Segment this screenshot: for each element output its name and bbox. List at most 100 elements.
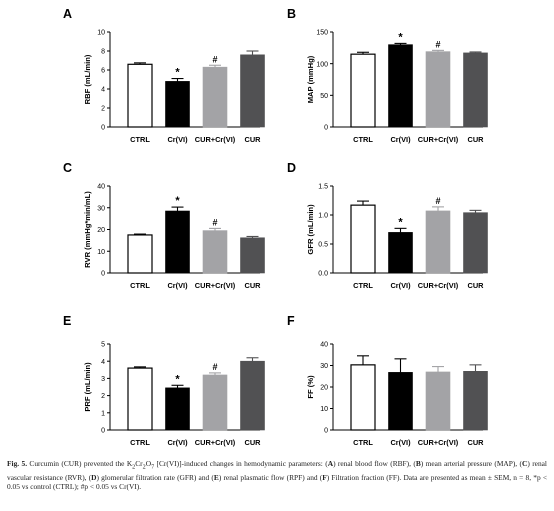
caption-item-text: renal blood flow (RBF),: [335, 459, 414, 468]
caption-item-text: renal vascular resistance (RVR),: [7, 459, 547, 482]
panel-label: D: [287, 161, 296, 175]
y-tick-label: 0.0: [318, 271, 328, 278]
bar: [127, 234, 153, 274]
caption-item-text: glomerular filtration rate (GFR) and: [98, 472, 212, 482]
caption-sub-3: 7: [151, 464, 155, 471]
category-label: CUR+Cr(VI): [195, 135, 236, 144]
y-tick-label: 3: [101, 376, 105, 383]
category-label: CUR+Cr(VI): [418, 438, 459, 447]
bar: [463, 371, 488, 431]
category-label: CUR: [467, 281, 484, 290]
y-tick-label: 40: [97, 184, 105, 191]
bar: [240, 360, 265, 431]
caption-sub-2: 2: [142, 464, 146, 471]
y-tick-label: 1.0: [318, 213, 328, 220]
panel-label: C: [63, 161, 72, 175]
caption-item-letter: F: [322, 472, 327, 482]
bar: [240, 237, 265, 274]
bar: [127, 367, 153, 431]
category-label: CUR: [467, 438, 484, 447]
y-tick-label: 100: [316, 61, 328, 68]
y-tick-label: 8: [101, 49, 105, 56]
bar: [350, 364, 376, 431]
bar: [165, 210, 190, 274]
category-label: Cr(VI): [167, 281, 188, 290]
caption-item-text: renal plasmatic flow (RPF) and: [221, 472, 320, 482]
bar: [388, 372, 413, 431]
y-tick-label: 1.5: [318, 184, 328, 191]
category-label: CUR+Cr(VI): [418, 281, 459, 290]
y-tick-label: 0: [101, 125, 105, 132]
y-tick-label: 10: [97, 30, 105, 37]
y-tick-label: 20: [97, 227, 105, 234]
y-axis-label: RVR (mmHg*min/mL): [83, 191, 92, 268]
bar: [388, 44, 413, 128]
bar: [202, 230, 228, 274]
bar: [350, 204, 376, 274]
y-tick-label: 150: [316, 30, 328, 37]
y-tick-label: 0.5: [318, 242, 328, 249]
bar: [463, 52, 488, 128]
caption-formula-end: O: [145, 459, 152, 468]
caption-item-letter: B: [415, 459, 421, 468]
category-label: Cr(VI): [167, 438, 188, 447]
bar: [388, 232, 413, 274]
caption-sub-1: 2: [132, 464, 136, 471]
bar: [165, 81, 190, 128]
y-tick-label: 30: [97, 205, 105, 212]
category-label: CUR+Cr(VI): [418, 135, 459, 144]
y-tick-label: 2: [101, 393, 105, 400]
significance-marker: *: [175, 373, 180, 385]
y-axis-label: GFR (mL/min): [306, 204, 315, 255]
category-label: CUR: [244, 135, 261, 144]
y-tick-label: 10: [97, 249, 105, 256]
category-label: Cr(VI): [390, 135, 411, 144]
caption-text-end: Data are presented as mean ± SEM, n = 8,…: [7, 472, 547, 492]
category-label: Cr(VI): [167, 135, 188, 144]
caption-item-text: Filtration fraction (FF).: [329, 472, 404, 482]
category-label: Cr(VI): [390, 438, 411, 447]
y-axis-label: FF (%): [306, 375, 315, 399]
category-label: CUR: [244, 438, 261, 447]
y-axis-label: RBF (mL/min): [83, 54, 92, 104]
bar: [165, 387, 190, 431]
y-tick-label: 10: [320, 406, 328, 413]
caption-text-1: Curcumin (CUR) prevented the K: [27, 459, 133, 468]
y-tick-label: 4: [101, 359, 105, 366]
y-tick-label: 0: [324, 125, 328, 132]
y-tick-label: 0: [101, 271, 105, 278]
significance-marker: *: [175, 67, 180, 79]
y-tick-label: 0: [101, 428, 105, 435]
panel-label: A: [63, 7, 72, 21]
figure-caption: Fig. 5. Curcumin (CUR) prevented the K2C…: [7, 459, 547, 492]
significance-marker: *: [398, 216, 403, 228]
bar: [425, 51, 451, 128]
bar: [350, 53, 376, 128]
bar: [202, 374, 228, 431]
category-label: CUR+Cr(VI): [195, 438, 236, 447]
panel-label: B: [287, 7, 296, 21]
y-axis-label: PRF (mL/min): [83, 362, 92, 412]
y-tick-label: 5: [101, 342, 105, 349]
significance-marker: *: [175, 195, 180, 207]
y-axis-label: MAP (mmHg): [306, 55, 315, 103]
bar: [202, 66, 228, 128]
category-label: CTRL: [130, 135, 150, 144]
bar: [127, 63, 153, 128]
caption-item-letter: E: [213, 472, 219, 482]
bar: [425, 371, 451, 431]
category-label: Cr(VI): [390, 281, 411, 290]
panel-label: F: [287, 314, 295, 328]
category-label: CTRL: [130, 281, 150, 290]
caption-item-letter: A: [327, 459, 334, 468]
panel-label: E: [63, 314, 71, 328]
caption-item-letter: D: [91, 472, 97, 482]
caption-item-letter: C: [522, 459, 528, 468]
figure-panels: A 0 2 4 6 8 10 RBF (mL/min) CTRL * Cr(VI) # CUR+Cr(V…: [63, 7, 488, 447]
y-tick-label: 4: [101, 87, 105, 94]
category-label: CUR+Cr(VI): [195, 281, 236, 290]
y-tick-label: 6: [101, 68, 105, 75]
significance-marker: #: [435, 196, 440, 206]
category-label: CTRL: [130, 438, 150, 447]
significance-marker: #: [212, 362, 217, 372]
